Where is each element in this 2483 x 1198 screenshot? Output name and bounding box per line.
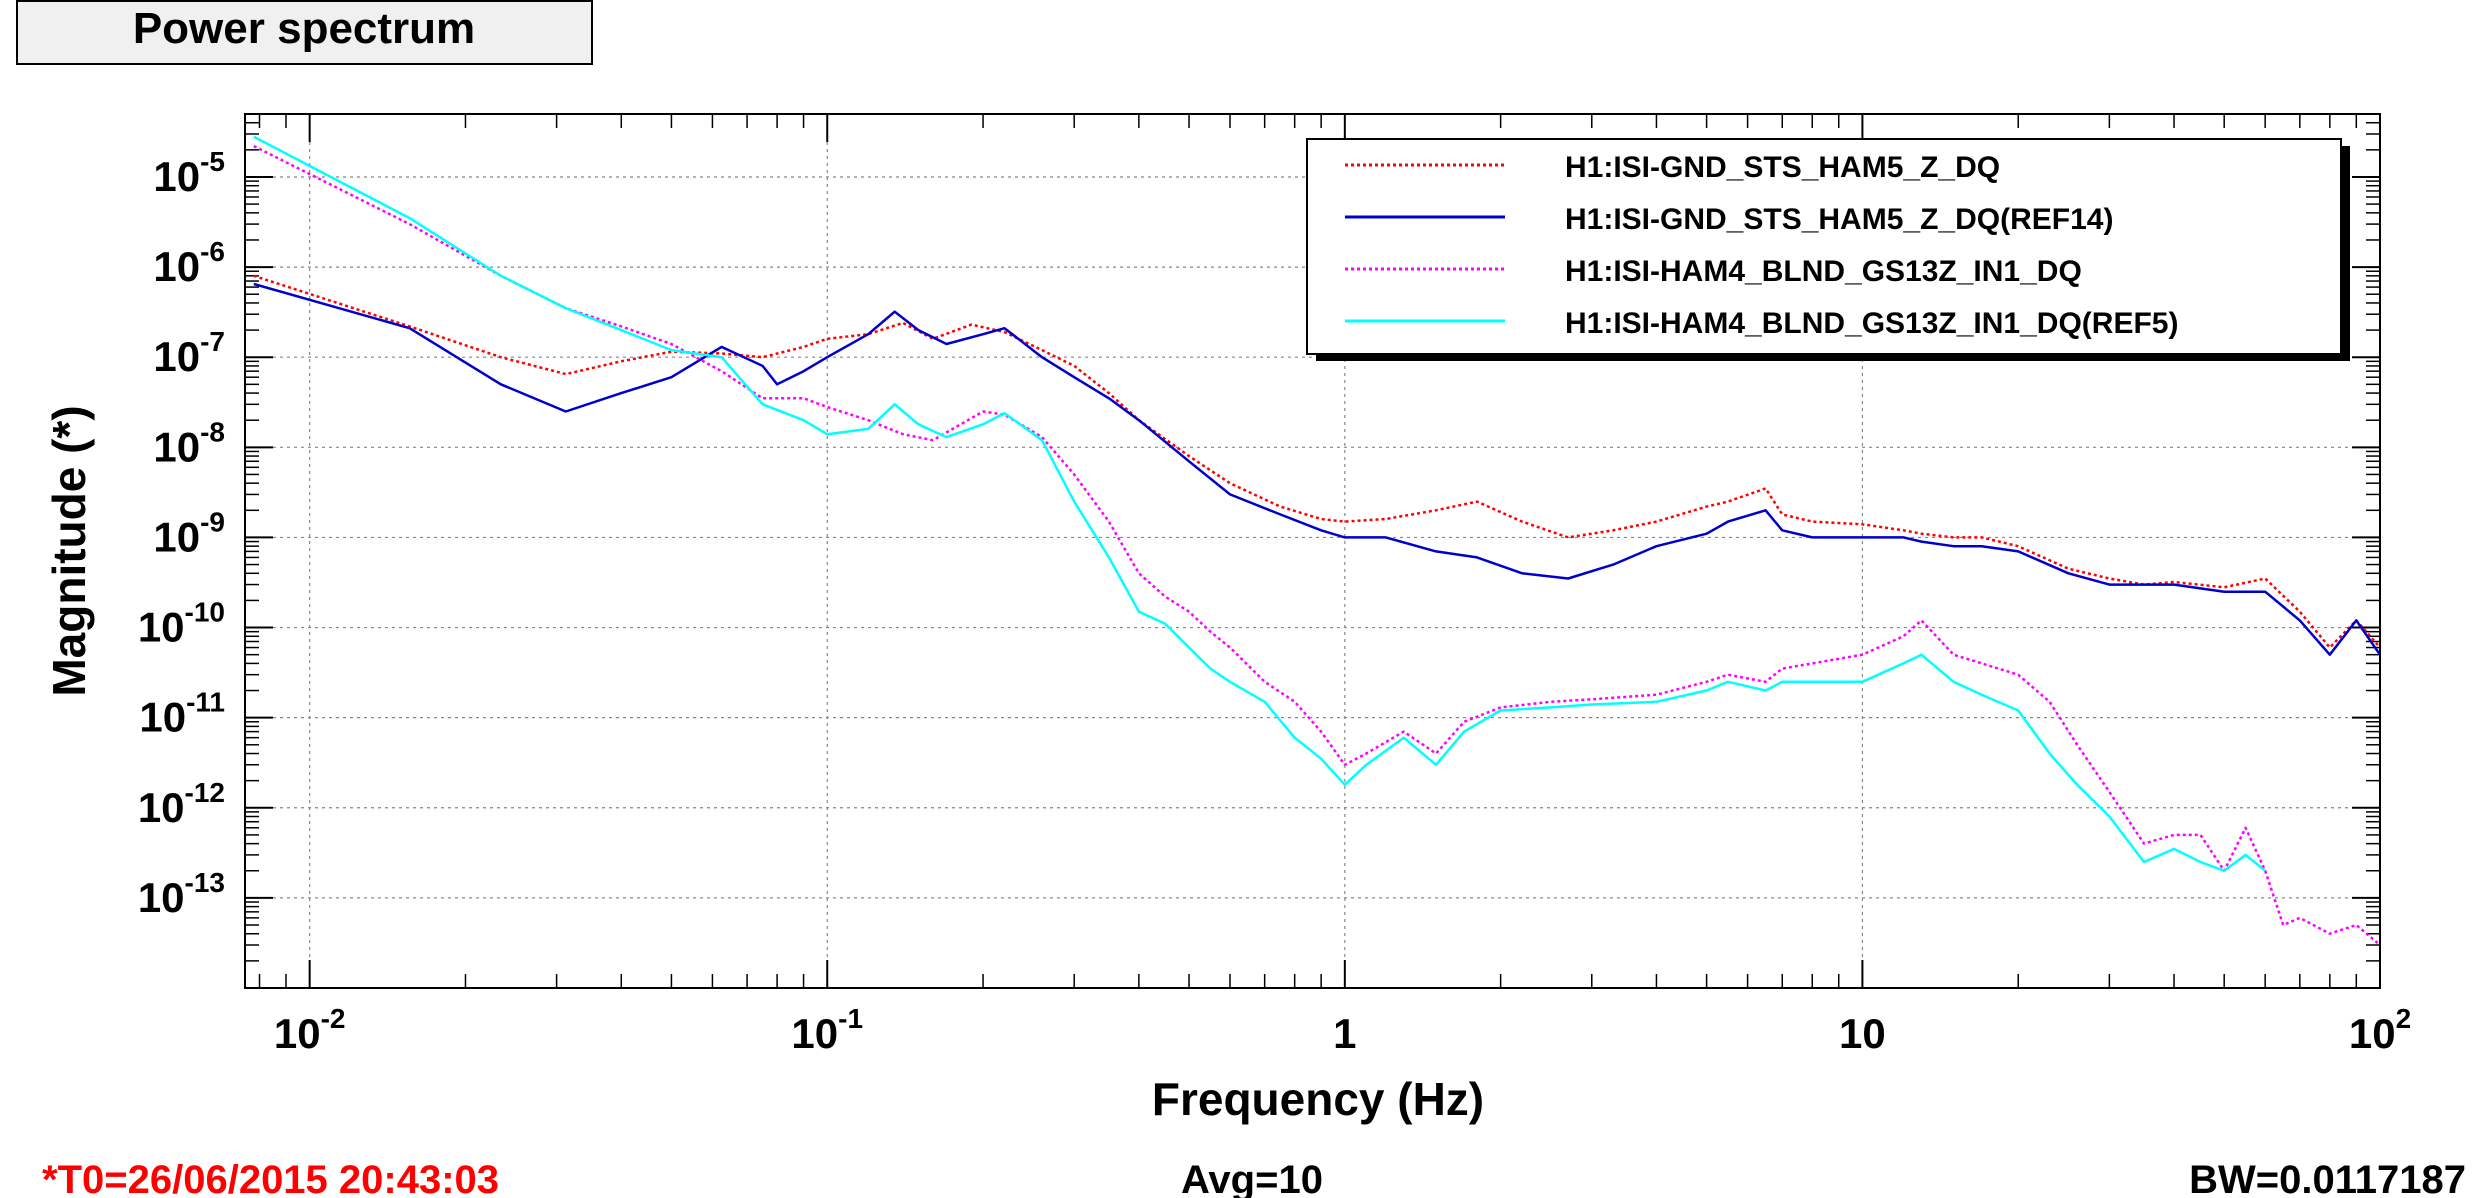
x-axis-label: Frequency (Hz) [1152,1073,1484,1125]
legend-label-2: H1:ISI-HAM4_BLND_GS13Z_IN1_DQ [1565,255,2082,288]
y-tick-label-0: 10-5 [153,146,225,200]
minor-ticks [245,113,2381,988]
y-tick-label-4: 10-9 [153,506,225,560]
series-line-3 [253,135,2266,873]
y-tick-label-8: 10-13 [138,867,225,921]
series-lines [253,135,2382,946]
series-line-0 [253,274,2381,649]
y-tick-label-1: 10-6 [153,236,225,290]
x-tick-label-3: 10 [1839,1010,1886,1057]
t0-timestamp: *T0=26/06/2015 20:43:03 [42,1158,499,1198]
series-line-2 [253,144,2381,946]
chart-title: Power spectrum [133,4,475,53]
bandwidth: BW=0.0117187 [2189,1158,2466,1198]
x-tick-label-0: 10-2 [274,1003,346,1057]
legend: H1:ISI-GND_STS_HAM5_Z_DQ H1:ISI-GND_STS_H… [1306,138,2350,361]
legend-label-0: H1:ISI-GND_STS_HAM5_Z_DQ [1565,151,2000,184]
series-line-1 [253,282,2382,656]
title-box: Power spectrum [16,0,593,65]
x-tick-labels: 10-2 10-1 1 10 102 [274,1003,2411,1057]
y-tick-label-5: 10-10 [138,597,225,651]
legend-label-1: H1:ISI-GND_STS_HAM5_Z_DQ(REF14) [1565,203,2113,236]
y-tick-labels: 10-5 10-6 10-7 10-8 10-9 10-10 10-11 10-12 10-13 [138,146,225,921]
y-axis-label: Magnitude (*) [43,405,95,696]
x-tick-label-1: 10-1 [791,1003,863,1057]
legend-label-3: H1:ISI-HAM4_BLND_GS13Z_IN1_DQ(REF5) [1565,307,2178,340]
y-tick-label-7: 10-12 [138,777,225,831]
average-count: Avg=10 [1181,1158,1323,1198]
x-tick-label-4: 102 [2349,1003,2411,1057]
x-tick-label-2: 1 [1333,1010,1356,1057]
plot-frame [244,113,2381,989]
y-tick-label-2: 10-7 [153,326,225,380]
y-tick-label-3: 10-8 [153,416,225,470]
y-tick-label-6: 10-11 [139,687,225,741]
